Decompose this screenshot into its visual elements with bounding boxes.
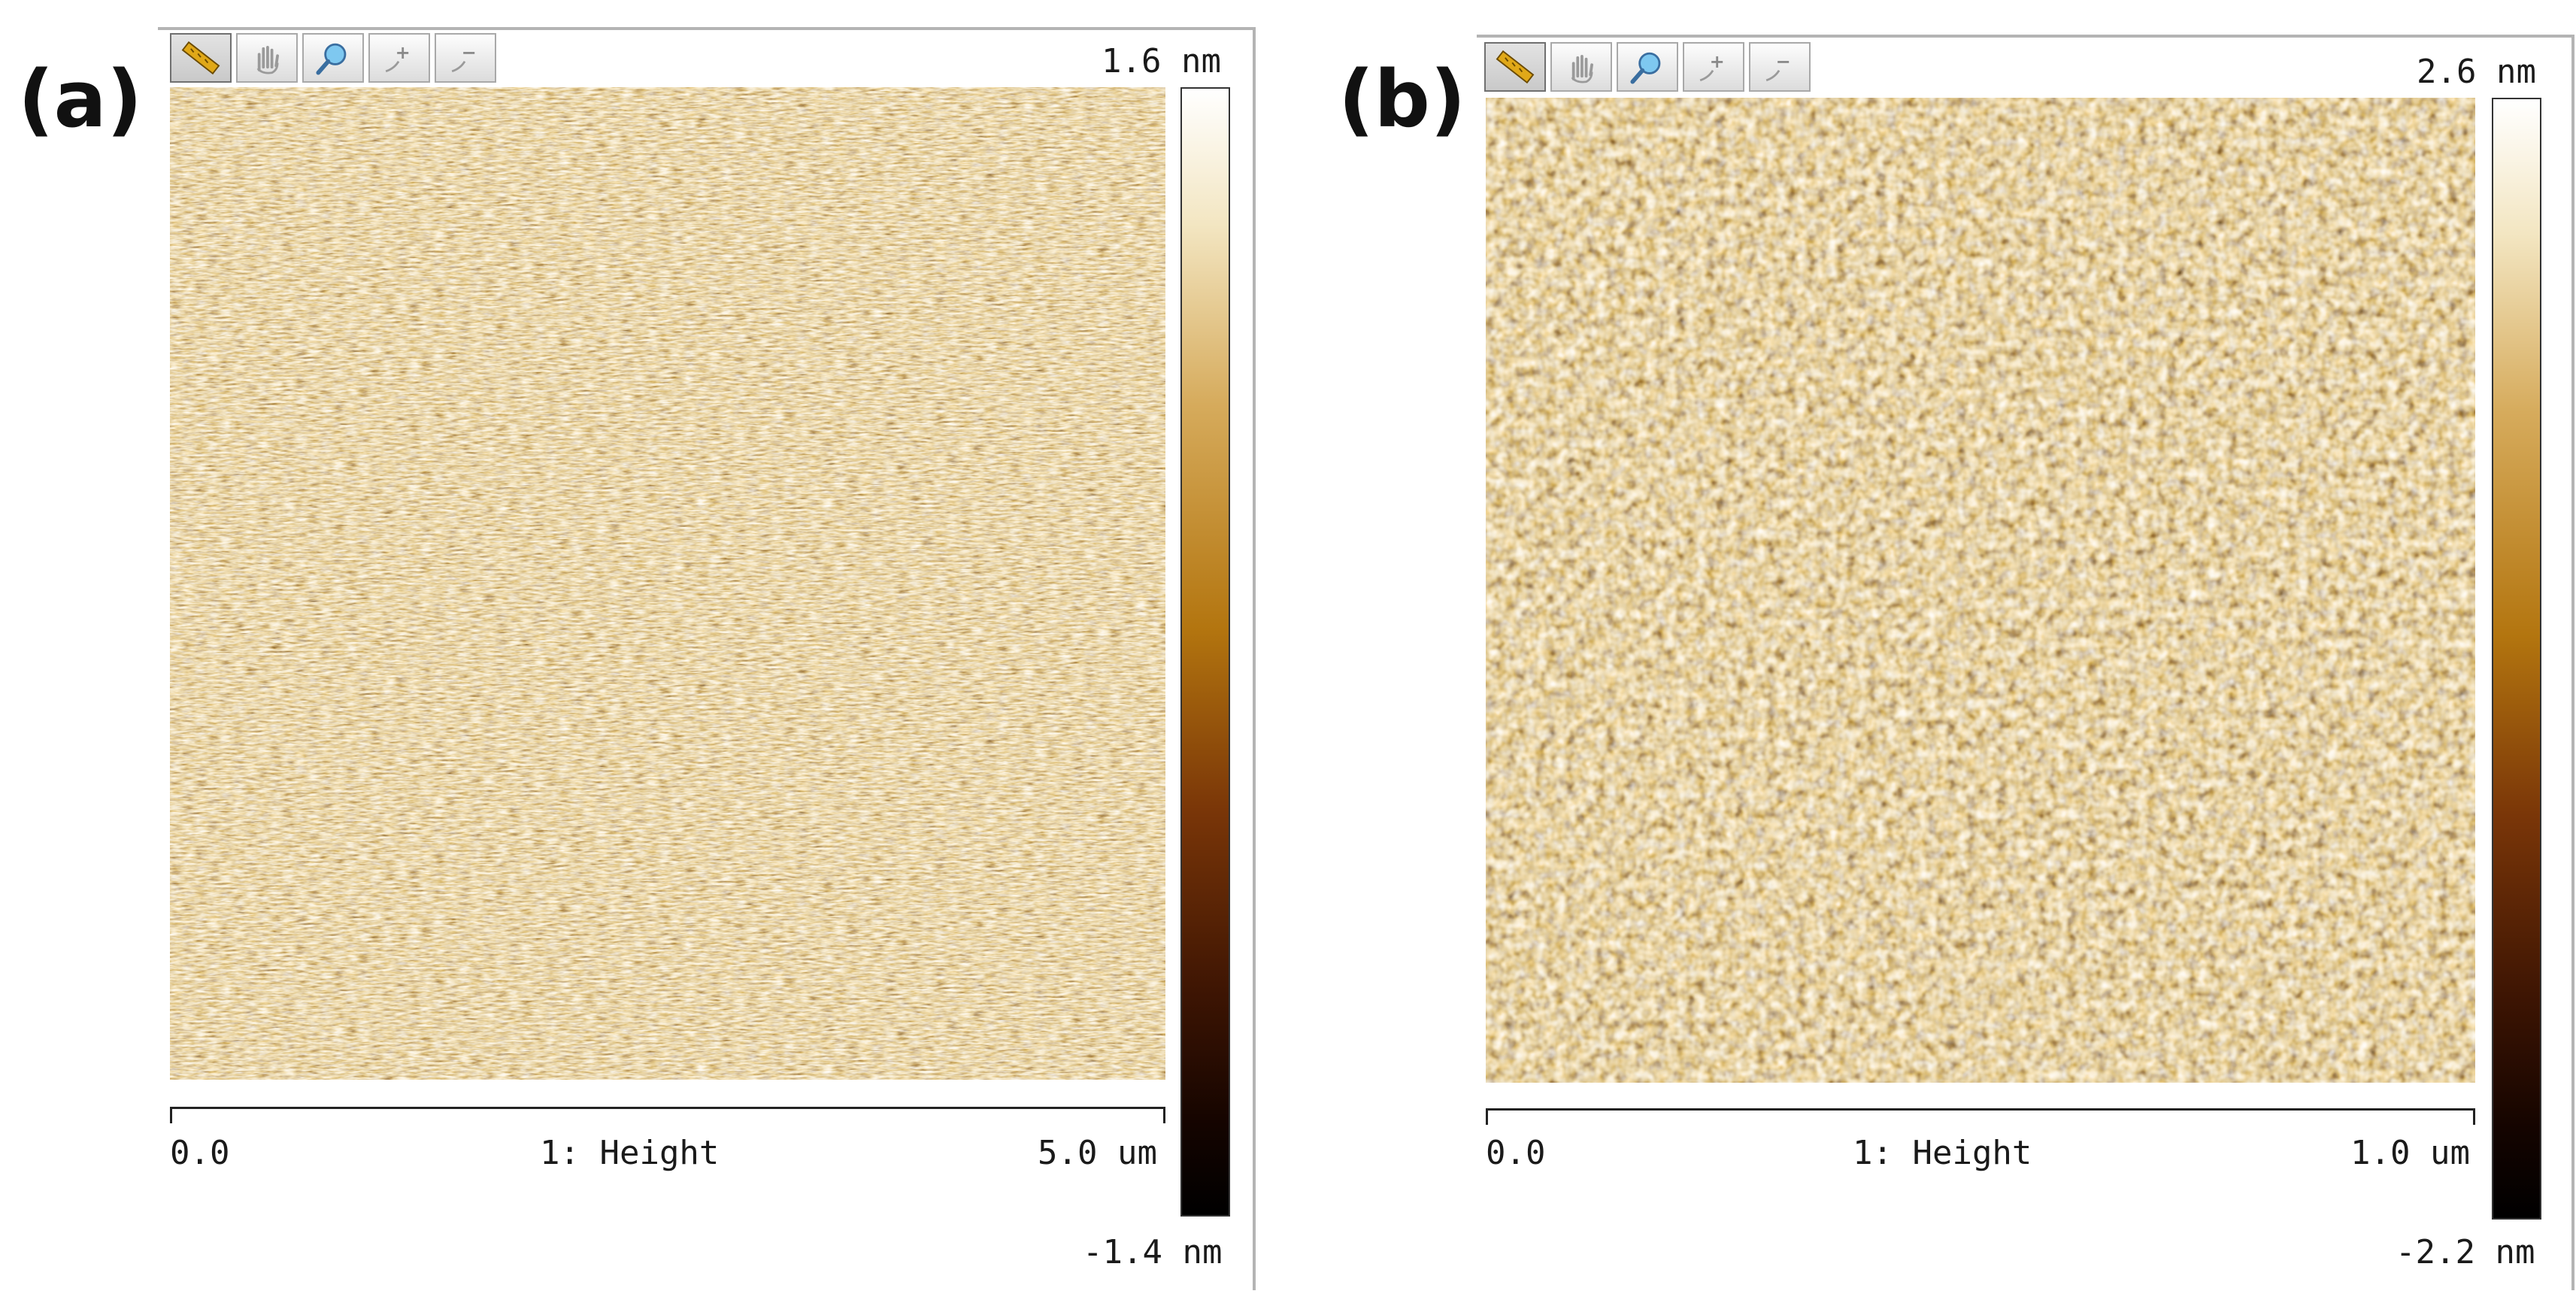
- colorbar-a: [1180, 87, 1230, 1217]
- x-axis-end-label: 1.0 um: [2350, 1134, 2470, 1172]
- ruler-tool-button[interactable]: [1484, 42, 1546, 92]
- magnifier-tool-button[interactable]: [1617, 42, 1678, 92]
- magnifier-tool-button[interactable]: [302, 33, 364, 83]
- window-frame-right: [2571, 35, 2574, 1290]
- ruler-icon: [181, 41, 220, 75]
- ruler-tool-button[interactable]: [170, 33, 232, 83]
- x-axis-line-a: [170, 1107, 1165, 1123]
- magnifier-icon: [1630, 52, 1661, 84]
- x-axis-channel-label: 1: Height: [1853, 1134, 2032, 1172]
- pan-tool-button[interactable]: [1550, 42, 1612, 92]
- afm-window-b: 2.6 nm 0.0 1: Height 1.0 um -2.2 nm: [1477, 35, 2574, 1290]
- toolbar: [1484, 42, 1811, 92]
- toolbar: [170, 33, 496, 83]
- zoom-out-tool-button[interactable]: [435, 33, 496, 83]
- pan-hand-icon: [256, 46, 279, 74]
- magnifier-icon: [316, 43, 347, 75]
- zoom-in-icon: [385, 47, 409, 73]
- scale-max-label: 1.6 nm: [1102, 42, 1221, 80]
- zoom-out-icon: [451, 52, 475, 73]
- x-axis-start-label: 0.0: [1486, 1134, 1546, 1172]
- afm-height-image-a: [170, 87, 1165, 1080]
- x-axis-end-label: 5.0 um: [1038, 1134, 1157, 1172]
- pan-hand-icon: [1571, 55, 1593, 83]
- x-axis-start-label: 0.0: [170, 1134, 230, 1172]
- scale-min-label: -2.2 nm: [2396, 1233, 2535, 1271]
- panel-label-a: (a): [18, 53, 143, 145]
- zoom-in-tool-button[interactable]: [1683, 42, 1744, 92]
- afm-height-image-b: [1486, 98, 2475, 1083]
- x-axis-line-b: [1486, 1108, 2475, 1125]
- ruler-icon: [1496, 50, 1535, 84]
- zoom-in-icon: [1699, 56, 1723, 82]
- afm-window-a: 1.6 nm 0.0 1: Height 5.0 um -1.4 nm: [158, 27, 1256, 1290]
- panel-label-b: (b): [1338, 53, 1466, 145]
- zoom-out-icon: [1765, 61, 1790, 82]
- zoom-out-tool-button[interactable]: [1749, 42, 1811, 92]
- scale-min-label: -1.4 nm: [1083, 1233, 1223, 1271]
- x-axis-channel-label: 1: Height: [540, 1134, 720, 1172]
- zoom-in-tool-button[interactable]: [368, 33, 430, 83]
- window-frame-top: [1477, 35, 2574, 38]
- window-frame-top: [158, 27, 1256, 30]
- pan-tool-button[interactable]: [236, 33, 298, 83]
- colorbar-b: [2492, 98, 2541, 1220]
- window-frame-right: [1253, 27, 1256, 1290]
- scale-max-label: 2.6 nm: [2417, 53, 2536, 91]
